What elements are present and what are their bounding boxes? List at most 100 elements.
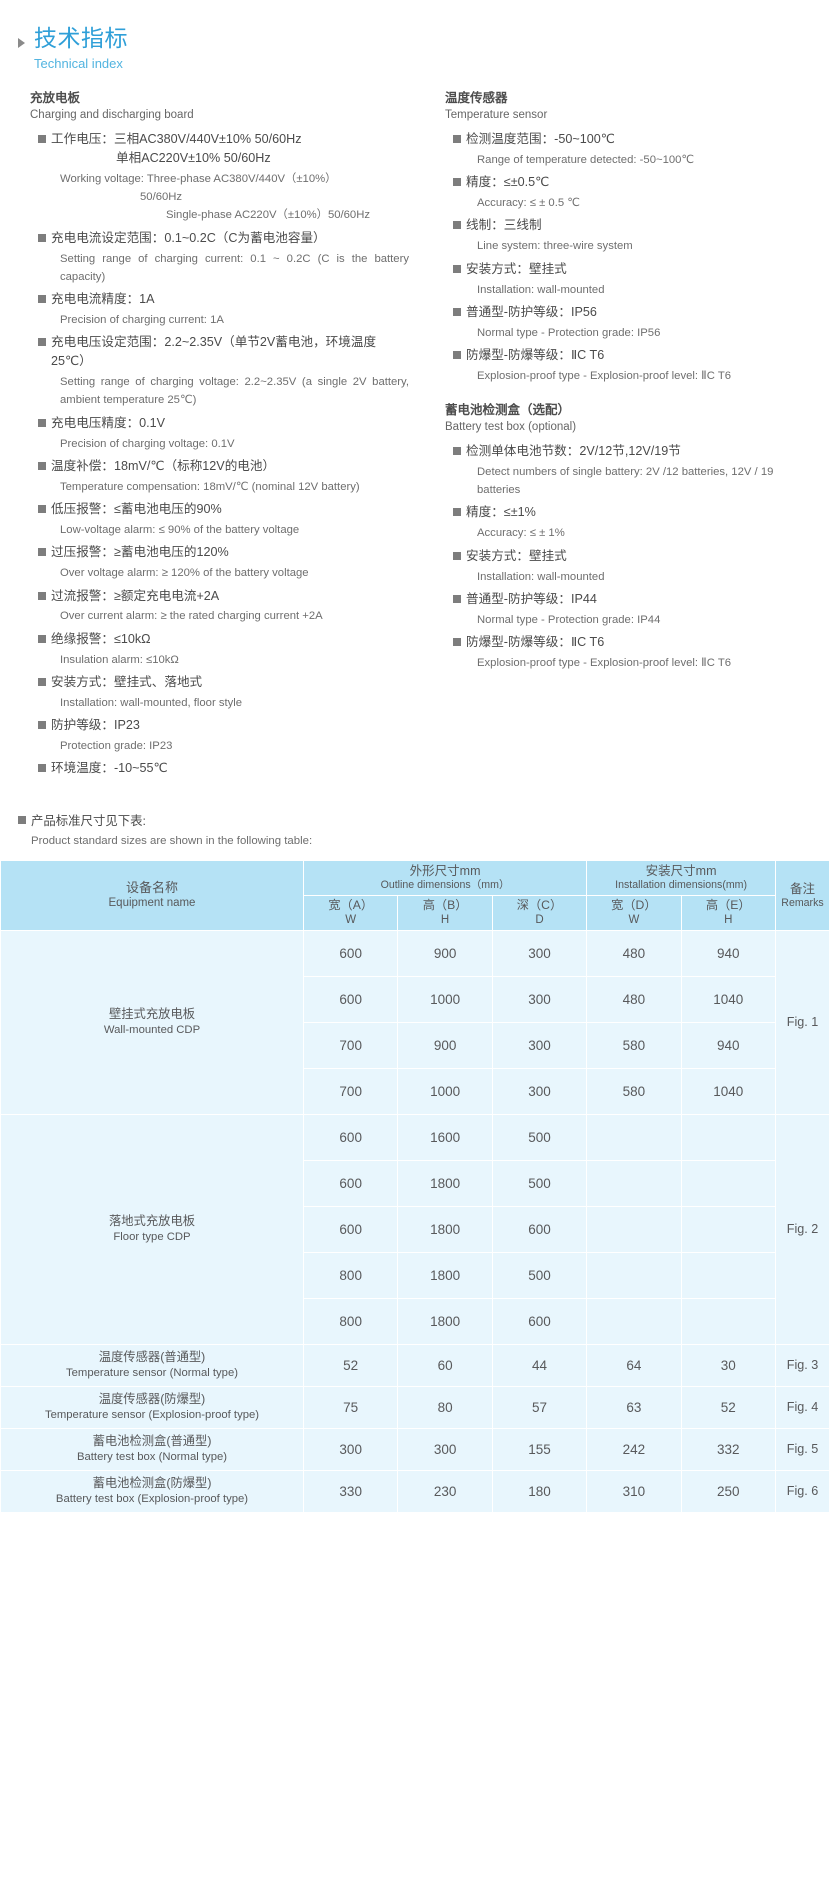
square-bullet-icon bbox=[453, 178, 461, 187]
spec-cn-row: 检测单体电池节数：2V/12节,12V/19节 bbox=[445, 442, 816, 461]
page-subtitle: Technical index bbox=[34, 55, 123, 71]
cell-dimension: 80 bbox=[397, 1385, 493, 1429]
spec-item: 充电电流设定范围：0.1~0.2C（C为蓄电池容量） Setting range… bbox=[30, 229, 409, 286]
table-row: 600 1800 500 bbox=[1, 1159, 830, 1207]
spec-item: 低压报警：≤蓄电池电压的90% Low-voltage alarm: ≤ 90%… bbox=[30, 500, 409, 539]
col-width-a: 宽（A） W bbox=[302, 894, 399, 931]
spec-cn-text: 防爆型-防爆等级：ⅡC T6 bbox=[466, 635, 605, 650]
cell-dimension: 1040 bbox=[680, 975, 777, 1023]
square-bullet-icon bbox=[38, 764, 46, 773]
cell-dimension: 600 bbox=[302, 1159, 399, 1207]
square-bullet-icon bbox=[38, 591, 46, 600]
cell-dimension: 300 bbox=[491, 1021, 588, 1069]
cell-equipment-name-en: Temperature sensor (Normal type) bbox=[65, 1367, 239, 1380]
spec-cn-text: 防护等级：IP23 bbox=[51, 718, 140, 733]
spec-item: 精度：≤±0.5℃ Accuracy: ≤ ± 0.5 ℃ bbox=[445, 173, 816, 212]
cell-equipment-name-en: Battery test box (Explosion-proof type) bbox=[55, 1493, 249, 1506]
cell-equipment-name-en: Wall-mounted CDP bbox=[103, 1024, 201, 1037]
spec-cn-continuation: 单相AC220V±10% 50/60Hz bbox=[116, 150, 271, 165]
table-row: 600 1800 600 bbox=[1, 1205, 830, 1253]
spec-en-text: Precision of charging current: 1A bbox=[60, 314, 224, 327]
cell-dimension: 940 bbox=[680, 929, 777, 977]
spec-item: 检测单体电池节数：2V/12节,12V/19节 Detect numbers o… bbox=[445, 442, 816, 499]
spec-item: 防爆型-防爆等级：ⅡC T6 Explosion-proof type - Ex… bbox=[445, 633, 816, 672]
spec-en-text: Protection grade: IP23 bbox=[60, 739, 173, 752]
table-row: 蓄电池检测盒(防爆型) Battery test box (Explosion-p… bbox=[0, 1469, 830, 1513]
spec-column-right: 温度传感器 Temperature sensor 检测温度范围：-50~100℃… bbox=[423, 89, 816, 676]
cell-equipment-name: 落地式充放电板 Floor type CDP bbox=[0, 1113, 304, 1345]
spec-en-text: Accuracy: ≤ ± 0.5 ℃ bbox=[477, 197, 580, 210]
square-bullet-icon bbox=[38, 233, 46, 242]
cell-dimension: 600 bbox=[302, 929, 399, 977]
spec-item: 充电电压精度：0.1V Precision of charging voltag… bbox=[30, 414, 409, 453]
spec-item: 检测温度范围：-50~100℃ Range of temperature det… bbox=[445, 130, 816, 169]
section-heading-text: 技术指标 Technical index bbox=[34, 25, 128, 73]
col-equipment-name: 设备名称 Equipment name bbox=[0, 860, 304, 931]
document-page: 技术指标 Technical index 充放电板 Charging and d… bbox=[0, 25, 830, 1513]
spec-item: 充电电压设定范围：2.2~2.35V（单节2V蓄电池，环境温度25℃） Sett… bbox=[30, 333, 409, 409]
cell-dimension: 155 bbox=[491, 1427, 588, 1471]
spec-cn-text: 检测温度范围：-50~100℃ bbox=[466, 132, 615, 147]
spec-cn-text: 低压报警：≤蓄电池电压的90% bbox=[51, 502, 222, 517]
square-bullet-icon bbox=[38, 418, 46, 427]
spec-list-temperature-sensor: 检测温度范围：-50~100℃ Range of temperature det… bbox=[445, 130, 816, 385]
spec-cn-row: 线制：三线制 bbox=[445, 216, 816, 235]
cell-dimension: 900 bbox=[397, 929, 493, 977]
spec-en-text: Accuracy: ≤ ± 1% bbox=[477, 527, 565, 540]
cell-dimension: 63 bbox=[586, 1385, 682, 1429]
spec-item: 普通型-防护等级：IP44 Normal type - Protection g… bbox=[445, 590, 816, 629]
spec-cn-text: 工作电压：三相AC380V/440V±10% 50/60Hz bbox=[51, 132, 302, 147]
square-bullet-icon bbox=[453, 221, 461, 230]
square-bullet-icon bbox=[38, 721, 46, 730]
square-bullet-icon bbox=[453, 508, 461, 517]
cell-dimension: 30 bbox=[680, 1343, 777, 1387]
spec-en-text: Precision of charging voltage: 0.1V bbox=[60, 437, 235, 450]
spec-cn-row: 充电电压精度：0.1V bbox=[30, 414, 409, 433]
cell-equipment-name-cn: 蓄电池检测盒(防爆型) bbox=[92, 1476, 212, 1491]
cell-dimension: 940 bbox=[680, 1021, 777, 1069]
cell-dimension: 600 bbox=[491, 1297, 588, 1345]
spec-item: 温度补偿：18mV/℃（标称12V的电池） Temperature compen… bbox=[30, 457, 409, 496]
spec-item: 普通型-防护等级：IP56 Normal type - Protection g… bbox=[445, 303, 816, 342]
col-depth-c-cn: 深（C） bbox=[516, 897, 563, 912]
cell-equipment-name-en: Temperature sensor (Explosion-proof type… bbox=[44, 1409, 260, 1422]
cell-remark: Fig. 3 bbox=[775, 1343, 830, 1387]
spec-en-text: Installation: wall-mounted bbox=[477, 283, 605, 296]
col-height-b-cn: 高（B） bbox=[422, 897, 468, 912]
cell-dimension bbox=[586, 1113, 682, 1161]
cell-remark: Fig. 2 bbox=[775, 1113, 830, 1345]
spec-cn-row: 工作电压：三相AC380V/440V±10% 50/60Hz bbox=[30, 130, 409, 149]
cell-dimension: 1000 bbox=[397, 1067, 493, 1115]
cell-dimension: 44 bbox=[491, 1343, 588, 1387]
table-row: 800 1800 500 bbox=[1, 1251, 830, 1299]
cell-equipment-name-cn: 蓄电池检测盒(普通型) bbox=[92, 1434, 212, 1449]
cell-dimension bbox=[586, 1297, 682, 1345]
spec-cn-text: 充电电流设定范围：0.1~0.2C（C为蓄电池容量） bbox=[51, 230, 326, 245]
cell-dimension: 900 bbox=[397, 1021, 493, 1069]
spec-cn-row: 防爆型-防爆等级：ⅡC T6 bbox=[445, 633, 816, 652]
spec-cn-text: 充电电流精度：1A bbox=[51, 292, 155, 307]
cell-equipment-name-cn: 温度传感器(普通型) bbox=[98, 1350, 206, 1365]
col-width-d-cn: 宽（D） bbox=[611, 897, 657, 912]
cell-dimension: 480 bbox=[586, 929, 682, 977]
col-height-e-cn: 高（E） bbox=[705, 897, 751, 912]
cell-remark: Fig. 6 bbox=[775, 1469, 830, 1513]
group-title-en: Temperature sensor bbox=[445, 109, 548, 122]
spec-cn-text: 过流报警：≥额定充电电流+2A bbox=[51, 588, 220, 603]
square-bullet-icon bbox=[453, 551, 461, 560]
group-title-en: Charging and discharging board bbox=[30, 109, 194, 122]
spec-en-text: Detect numbers of single battery: 2V /12… bbox=[477, 465, 774, 497]
group-title-temperature-sensor: 温度传感器 Temperature sensor bbox=[445, 89, 816, 124]
spec-cn-row: 防爆型-防爆等级：ⅡC T6 bbox=[445, 346, 816, 365]
spec-item: 防护等级：IP23 Protection grade: IP23 bbox=[30, 716, 409, 755]
square-bullet-icon bbox=[38, 548, 46, 557]
spec-en-text: Range of temperature detected: -50~100℃ bbox=[477, 153, 695, 166]
spec-en-text: Insulation alarm: ≤10kΩ bbox=[60, 653, 179, 666]
col-remarks-en: Remarks bbox=[781, 896, 824, 909]
col-width-d-en: W bbox=[628, 914, 640, 927]
table-row: 壁挂式充放电板 Wall-mounted CDP 600 900 300 480 940 Fi… bbox=[0, 929, 830, 1115]
col-install-cn: 安装尺寸mm bbox=[645, 864, 717, 879]
cell-dimension: 57 bbox=[491, 1385, 588, 1429]
spec-en-text: Normal type - Protection grade: IP44 bbox=[477, 613, 661, 626]
spec-cn-text: 温度补偿：18mV/℃（标称12V的电池） bbox=[51, 458, 276, 473]
